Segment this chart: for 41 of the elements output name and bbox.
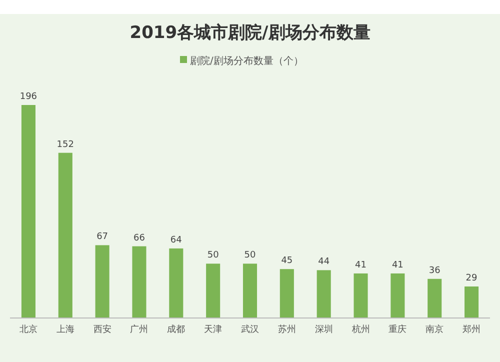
x-tick-label: 成都 bbox=[167, 324, 186, 335]
x-tick-label: 重庆 bbox=[388, 324, 407, 335]
data-label: 67 bbox=[96, 232, 108, 242]
bar bbox=[169, 248, 184, 318]
x-tick-label: 南京 bbox=[426, 324, 444, 335]
chart-title: 2019各城市剧院/剧场分布数量 bbox=[130, 23, 370, 43]
bar bbox=[428, 278, 442, 318]
x-tick-label: 杭州 bbox=[350, 324, 370, 335]
x-tick-label: 郑州 bbox=[462, 324, 481, 335]
bar bbox=[206, 264, 220, 318]
bar bbox=[280, 269, 294, 318]
bar bbox=[316, 270, 331, 318]
bar bbox=[132, 246, 146, 318]
x-tick-label: 武汉 bbox=[241, 324, 259, 335]
data-label: 41 bbox=[392, 260, 404, 270]
x-tick-label: 上海 bbox=[56, 324, 74, 335]
bar bbox=[95, 245, 110, 318]
data-label: 50 bbox=[244, 250, 256, 261]
legend-label: 剧院/剧场分布数量（个） bbox=[190, 55, 304, 67]
data-label: 29 bbox=[466, 273, 478, 284]
x-tick-label: 北京 bbox=[19, 324, 38, 335]
x-tick-label: 广州 bbox=[130, 324, 148, 335]
x-tick-label: 苏州 bbox=[278, 324, 296, 335]
bar bbox=[242, 264, 258, 318]
x-tick-label: 西安 bbox=[93, 324, 112, 335]
data-label: 152 bbox=[56, 140, 74, 150]
data-label: 66 bbox=[134, 233, 146, 244]
data-label: 45 bbox=[281, 256, 293, 266]
data-label: 36 bbox=[428, 266, 441, 276]
bar bbox=[58, 152, 72, 318]
data-label: 41 bbox=[355, 260, 366, 270]
bar bbox=[464, 286, 479, 318]
x-tick-label: 天津 bbox=[204, 324, 222, 335]
data-label: 196 bbox=[20, 92, 38, 102]
x-tick-label: 深圳 bbox=[314, 324, 333, 335]
data-label: 50 bbox=[207, 250, 220, 261]
bar bbox=[354, 273, 368, 318]
data-label: 64 bbox=[170, 235, 182, 246]
bar bbox=[21, 105, 36, 318]
data-label: 44 bbox=[318, 257, 330, 268]
bar bbox=[390, 273, 405, 318]
